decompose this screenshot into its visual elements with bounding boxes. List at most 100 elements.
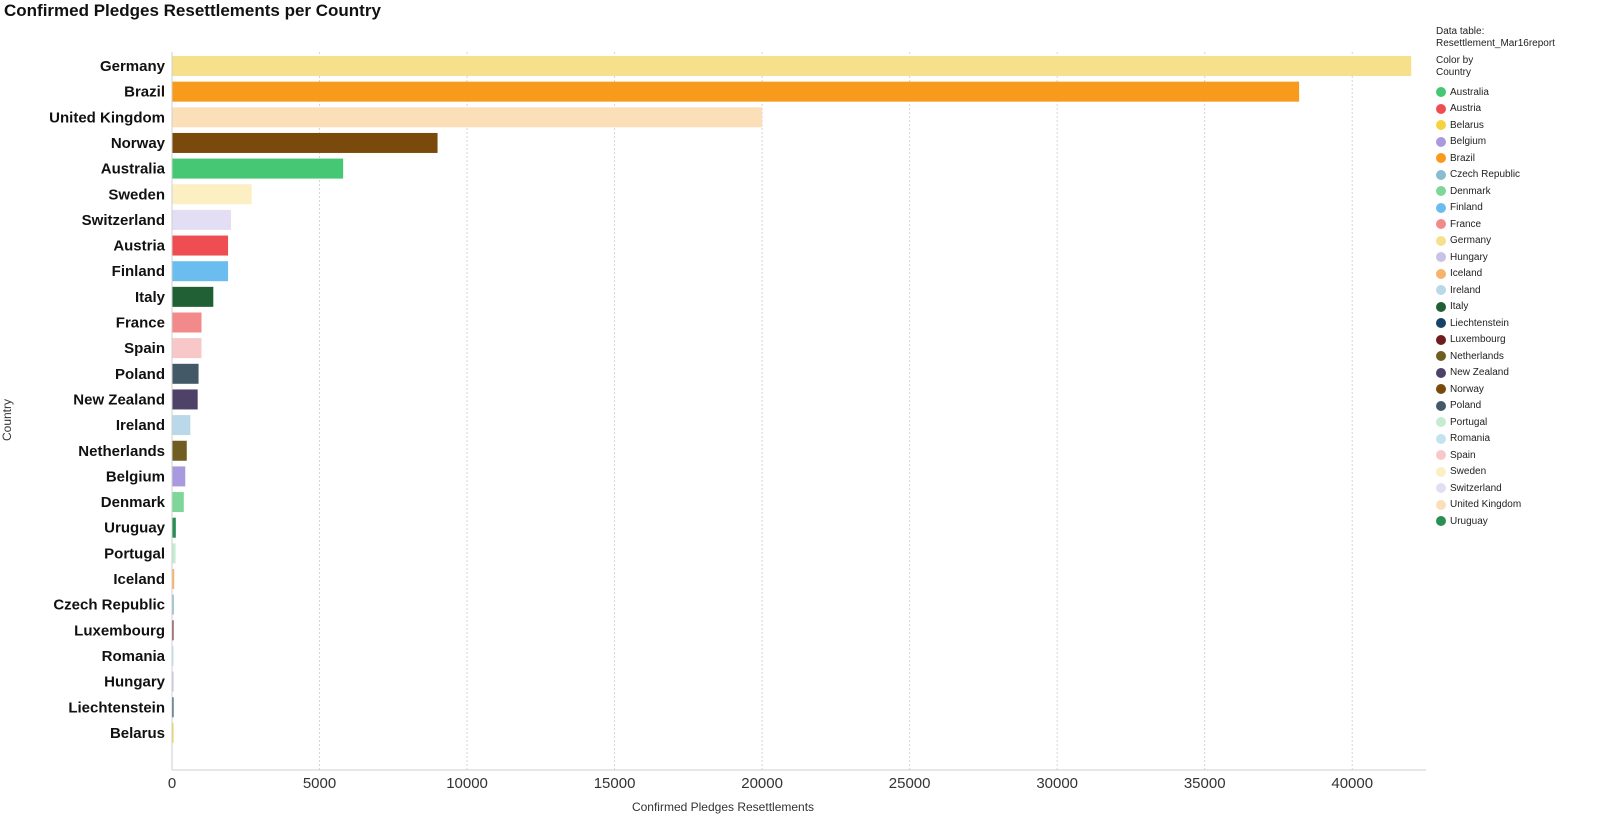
bar[interactable]	[172, 389, 198, 410]
x-tick-label: 0	[168, 775, 176, 792]
bar[interactable]	[172, 543, 176, 564]
x-axis-title: Confirmed Pledges Resettlements	[632, 800, 814, 814]
bar[interactable]	[172, 722, 174, 743]
legend-swatch	[1436, 268, 1446, 279]
legend-item[interactable]: Sweden	[1436, 464, 1596, 481]
legend-item[interactable]: Hungary	[1436, 249, 1596, 266]
legend-item[interactable]: Poland	[1436, 398, 1596, 415]
bar[interactable]	[172, 56, 1412, 76]
legend-label: Italy	[1450, 301, 1469, 313]
legend-item[interactable]: Belarus	[1436, 117, 1596, 134]
x-tick-label: 35000	[1184, 775, 1226, 792]
bar[interactable]	[172, 415, 191, 436]
bar[interactable]	[172, 338, 202, 359]
legend-item[interactable]: Belgium	[1436, 134, 1596, 151]
bar[interactable]	[172, 107, 763, 128]
legend-swatch	[1436, 450, 1446, 461]
bar[interactable]	[172, 209, 232, 230]
category-label: Finland	[112, 263, 165, 280]
bar[interactable]	[172, 697, 174, 718]
legend-swatch	[1436, 318, 1446, 329]
legend-swatch	[1436, 466, 1446, 477]
legend-label: Australia	[1450, 86, 1489, 98]
category-label: Romania	[102, 648, 166, 665]
category-label: Austria	[113, 238, 165, 255]
x-tick-label: 10000	[446, 775, 488, 792]
legend-item[interactable]: Liechtenstein	[1436, 315, 1596, 332]
legend-swatch	[1436, 417, 1446, 428]
legend-item[interactable]: Iceland	[1436, 266, 1596, 283]
legend-label: New Zealand	[1450, 367, 1509, 379]
legend-item[interactable]: Norway	[1436, 381, 1596, 398]
x-tick-label: 30000	[1036, 775, 1078, 792]
bar[interactable]	[172, 286, 214, 307]
legend-label: Romania	[1450, 433, 1491, 445]
legend-item[interactable]: Germany	[1436, 233, 1596, 250]
category-label: Australia	[101, 161, 166, 178]
bar[interactable]	[172, 81, 1300, 102]
legend-label: Switzerland	[1450, 482, 1502, 494]
bar[interactable]	[172, 671, 174, 692]
legend-swatch	[1436, 483, 1446, 494]
category-label: Denmark	[101, 494, 166, 511]
legend-item[interactable]: Uruguay	[1436, 513, 1596, 530]
bar[interactable]	[172, 440, 187, 461]
category-label: Belarus	[110, 725, 165, 742]
legend: Data table: Resettlement_Mar16report Col…	[1436, 26, 1596, 530]
bar[interactable]	[172, 184, 252, 205]
legend-item[interactable]: Romania	[1436, 431, 1596, 448]
legend-swatch	[1436, 136, 1446, 147]
legend-item[interactable]: Luxembourg	[1436, 332, 1596, 349]
legend-swatch	[1436, 367, 1446, 378]
legend-label: Brazil	[1450, 152, 1476, 164]
legend-item[interactable]: Brazil	[1436, 150, 1596, 167]
legend-item[interactable]: Portugal	[1436, 414, 1596, 431]
bar[interactable]	[172, 235, 229, 256]
legend-item[interactable]: Italy	[1436, 299, 1596, 316]
legend-color-by-label: Color by	[1436, 55, 1474, 66]
category-label: France	[116, 315, 165, 332]
legend-color-by-value: Country	[1436, 67, 1472, 78]
category-label: Netherlands	[78, 443, 165, 460]
legend-label: Hungary	[1450, 251, 1488, 263]
category-label: Spain	[124, 340, 165, 357]
x-tick-label: 40000	[1331, 775, 1373, 792]
legend-item[interactable]: Ireland	[1436, 282, 1596, 299]
legend-label: Liechtenstein	[1450, 317, 1509, 329]
legend-item[interactable]: Czech Republic	[1436, 167, 1596, 184]
legend-item[interactable]: Finland	[1436, 200, 1596, 217]
legend-swatch	[1436, 334, 1446, 345]
legend-item[interactable]: France	[1436, 216, 1596, 233]
legend-item[interactable]: Spain	[1436, 447, 1596, 464]
legend-item[interactable]: Denmark	[1436, 183, 1596, 200]
bar[interactable]	[172, 492, 184, 513]
legend-item[interactable]: New Zealand	[1436, 365, 1596, 382]
bar[interactable]	[172, 132, 438, 153]
legend-item[interactable]: Austria	[1436, 101, 1596, 118]
bar[interactable]	[172, 466, 186, 487]
bar[interactable]	[172, 312, 202, 333]
bar[interactable]	[172, 645, 174, 666]
bar[interactable]	[172, 594, 174, 615]
bar[interactable]	[172, 158, 344, 179]
legend-item[interactable]: Australia	[1436, 84, 1596, 101]
legend-item[interactable]: United Kingdom	[1436, 497, 1596, 514]
bar[interactable]	[172, 517, 176, 538]
legend-swatch	[1436, 400, 1446, 411]
bar-chart: Germany Brazil United Kingdom Norway Austral…	[0, 52, 1426, 814]
legend-label: Spain	[1450, 449, 1476, 461]
legend-label: Austria	[1450, 103, 1482, 115]
x-axis-ticks: 0 5000 10000 15000 20000 25000 30000 35000 40000	[168, 775, 1373, 792]
bar[interactable]	[172, 363, 199, 384]
bar[interactable]	[172, 569, 175, 589]
category-label: Norway	[111, 135, 166, 152]
category-label: Belgium	[106, 468, 165, 485]
bar[interactable]	[172, 261, 229, 282]
category-label: Germany	[100, 58, 166, 75]
legend-label: Poland	[1450, 400, 1482, 412]
legend-label: Sweden	[1450, 466, 1487, 478]
bar[interactable]	[172, 620, 174, 641]
legend-item[interactable]: Switzerland	[1436, 480, 1596, 497]
legend-item[interactable]: Netherlands	[1436, 348, 1596, 365]
legend-label: Uruguay	[1450, 515, 1488, 527]
